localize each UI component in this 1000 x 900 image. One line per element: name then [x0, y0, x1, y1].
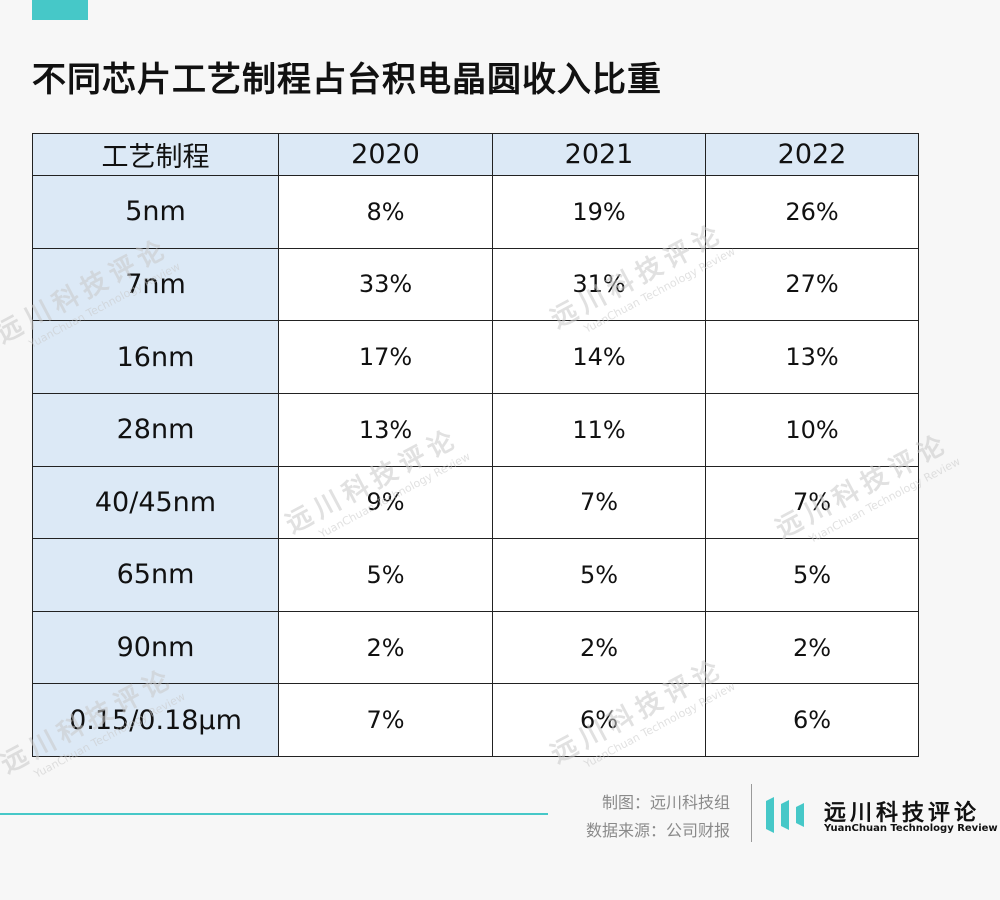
- value-cell: 7%: [278, 683, 493, 757]
- table-row: 65nm 5% 5% 5%: [32, 538, 919, 612]
- value-cell: 6%: [705, 683, 919, 757]
- column-header: 2020: [278, 133, 493, 176]
- page-title: 不同芯片工艺制程占台积电晶圆收入比重: [32, 60, 662, 100]
- value-cell: 13%: [705, 320, 919, 394]
- table-row: 28nm 13% 11% 10%: [32, 392, 919, 467]
- footer-divider: [751, 784, 752, 842]
- row-label: 7nm: [32, 247, 279, 322]
- value-cell: 11%: [492, 392, 706, 467]
- column-header: 2021: [492, 133, 706, 176]
- value-cell: 2%: [705, 610, 919, 685]
- value-cell: 9%: [278, 465, 493, 540]
- column-header: 2022: [705, 133, 919, 176]
- table-row: 16nm 17% 14% 13%: [32, 320, 919, 394]
- value-cell: 8%: [278, 175, 493, 249]
- value-cell: 26%: [705, 175, 919, 249]
- accent-bar: [32, 0, 88, 20]
- table-row: 40/45nm 9% 7% 7%: [32, 465, 919, 540]
- row-label: 0.15/0.18μm: [32, 683, 279, 757]
- logo-bar: [796, 803, 804, 827]
- logo-bar: [766, 797, 774, 833]
- value-cell: 5%: [492, 538, 706, 612]
- value-cell: 27%: [705, 247, 919, 322]
- table-row: 0.15/0.18μm 7% 6% 6%: [32, 683, 919, 757]
- chart-credit: 制图：远川科技组: [601, 793, 730, 812]
- value-cell: 5%: [278, 538, 493, 612]
- value-cell: 19%: [492, 175, 706, 249]
- table-row: 5nm 8% 19% 26%: [32, 175, 919, 249]
- row-label: 65nm: [32, 538, 279, 612]
- value-cell: 10%: [705, 392, 919, 467]
- row-label: 28nm: [32, 392, 279, 467]
- value-cell: 17%: [278, 320, 493, 394]
- brand-english-name: YuanChuan Technology Review: [824, 823, 998, 834]
- value-cell: 13%: [278, 392, 493, 467]
- brand-logo-icon: [766, 797, 804, 833]
- value-cell: 14%: [492, 320, 706, 394]
- table-row: 7nm 33% 31% 27%: [32, 247, 919, 322]
- row-label: 90nm: [32, 610, 279, 685]
- value-cell: 6%: [492, 683, 706, 757]
- value-cell: 5%: [705, 538, 919, 612]
- value-cell: 2%: [492, 610, 706, 685]
- row-label: 16nm: [32, 320, 279, 394]
- row-label: 5nm: [32, 175, 279, 249]
- logo-bar: [781, 800, 789, 830]
- brand-name: 远川科技评论: [824, 801, 981, 826]
- value-cell: 33%: [278, 247, 493, 322]
- column-header: 工艺制程: [32, 133, 279, 176]
- value-cell: 31%: [492, 247, 706, 322]
- header-row: 工艺制程 2020 2021 2022: [32, 133, 919, 176]
- row-label: 40/45nm: [32, 465, 279, 540]
- table-row: 90nm 2% 2% 2%: [32, 610, 919, 685]
- footer-accent-line: [0, 813, 548, 815]
- value-cell: 2%: [278, 610, 493, 685]
- data-source: 数据来源：公司财报: [585, 821, 730, 840]
- value-cell: 7%: [705, 465, 919, 540]
- value-cell: 7%: [492, 465, 706, 540]
- data-table: 工艺制程 2020 2021 2022 5nm 8% 19% 26% 7nm 33% 31%…: [32, 133, 919, 757]
